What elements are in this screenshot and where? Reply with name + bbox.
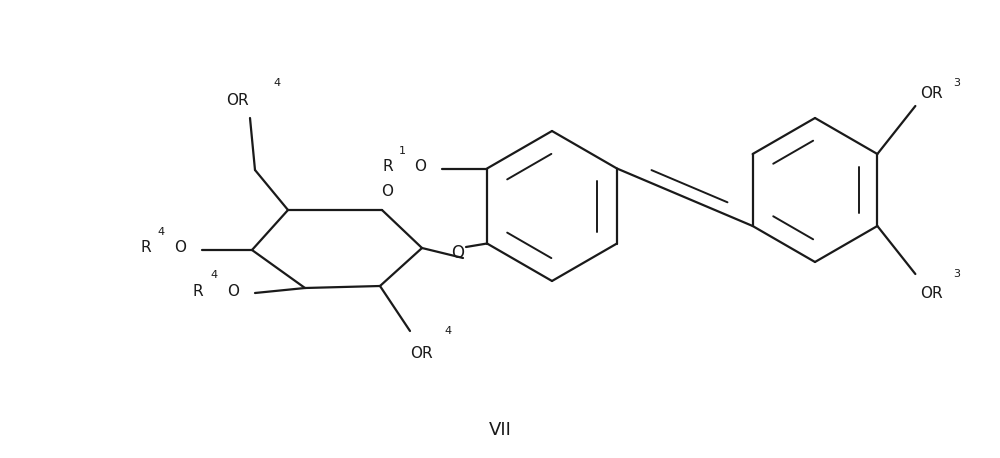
Text: O: O bbox=[227, 284, 239, 299]
Text: R: R bbox=[382, 159, 393, 174]
Text: OR: OR bbox=[920, 286, 943, 301]
Text: OR: OR bbox=[410, 346, 433, 361]
Text: 1: 1 bbox=[399, 146, 406, 156]
Text: O: O bbox=[381, 185, 393, 200]
Text: VII: VII bbox=[489, 421, 511, 439]
Text: O: O bbox=[414, 159, 426, 174]
Text: R: R bbox=[140, 240, 151, 256]
Text: 4: 4 bbox=[273, 78, 280, 88]
Text: O: O bbox=[174, 240, 186, 256]
Text: 4: 4 bbox=[210, 270, 217, 280]
Text: OR: OR bbox=[920, 86, 943, 101]
Text: 4: 4 bbox=[157, 227, 164, 237]
Text: O: O bbox=[452, 244, 464, 262]
Text: 3: 3 bbox=[953, 269, 960, 279]
Text: 4: 4 bbox=[444, 326, 451, 336]
Text: 3: 3 bbox=[953, 78, 960, 88]
Text: OR: OR bbox=[226, 93, 248, 108]
Text: R: R bbox=[193, 284, 204, 299]
